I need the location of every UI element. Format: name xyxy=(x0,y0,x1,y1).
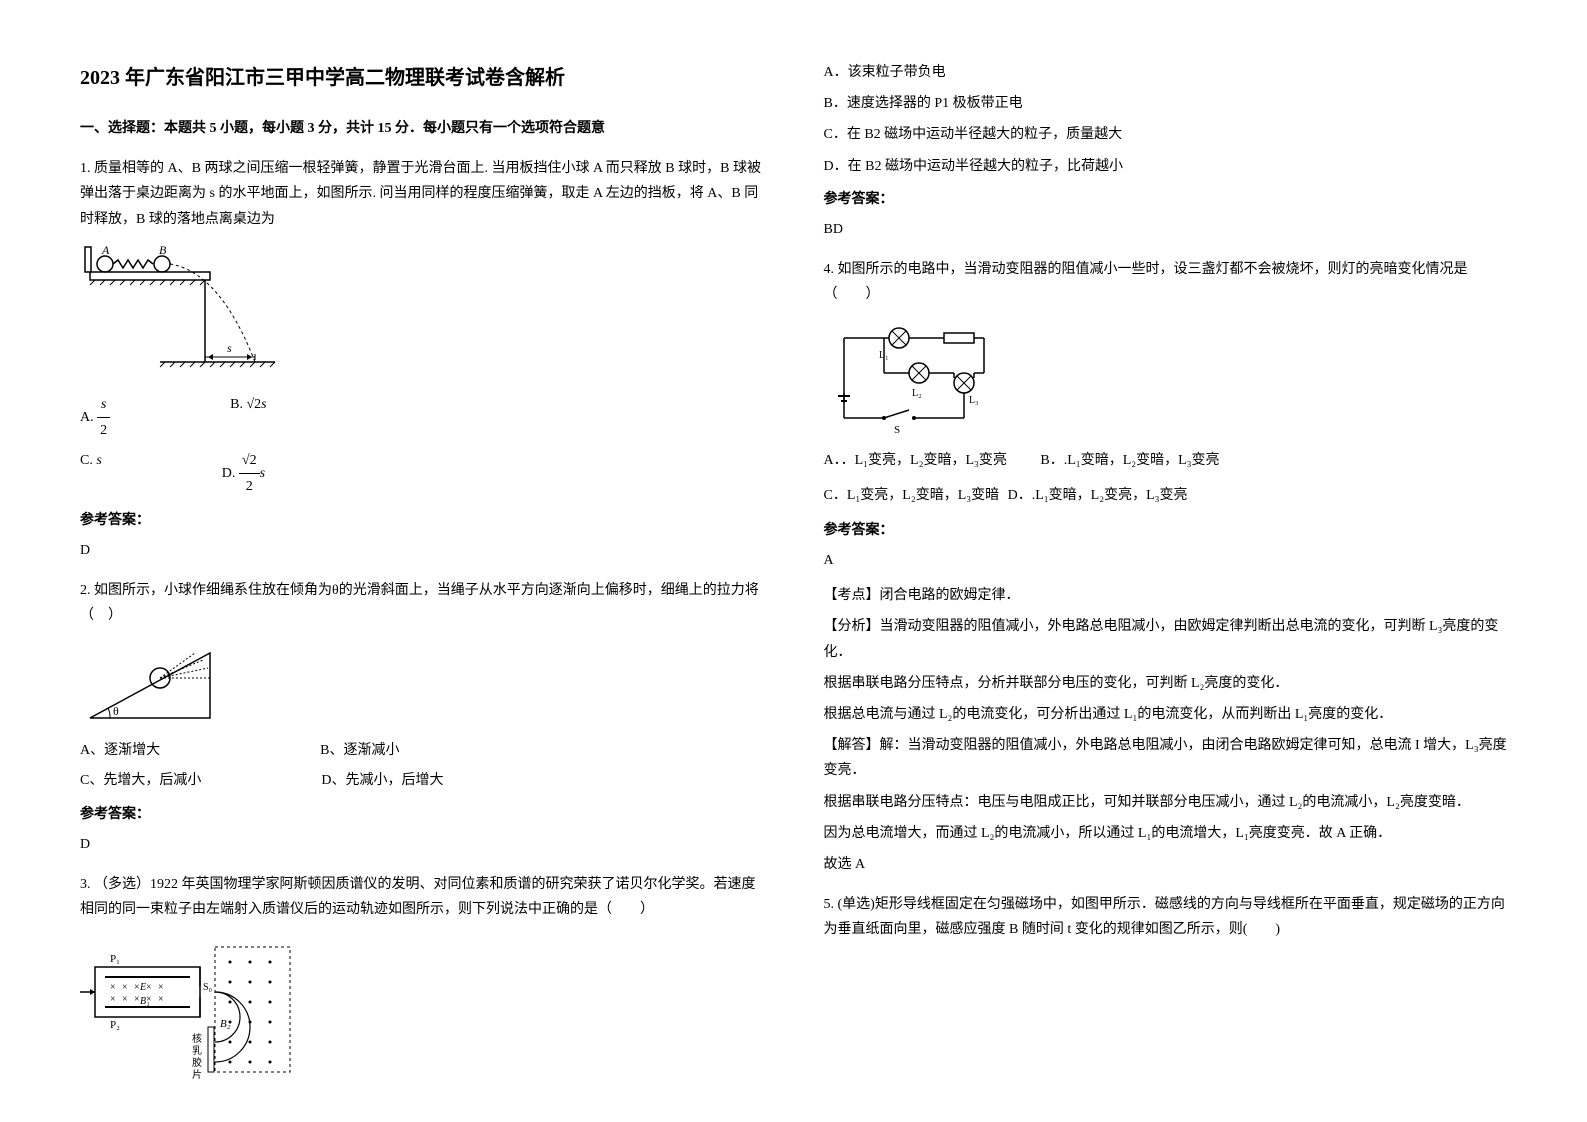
right-column: A．该束粒子带负电 B．速度选择器的 P1 极板带正电 C．在 B2 磁场中运动… xyxy=(824,60,1508,1062)
label-S0: S₀ xyxy=(203,982,213,993)
q2-answer: D xyxy=(80,832,764,857)
label-B1: B₁ xyxy=(140,996,150,1007)
svg-text:×: × xyxy=(110,994,116,1005)
q1-answer: D xyxy=(80,538,764,563)
q1-options-row1: A. s2 B. √2s xyxy=(80,392,764,443)
question-4: 4. 如图所示的电路中，当滑动变阻器的阻值减小一些时，设三盏灯都不会被烧坏，则灯… xyxy=(824,257,1508,877)
q4-fenxi2: 根据串联电路分压特点，分析并联部分电压的变化，可判断 L₂亮度的变化． xyxy=(824,671,1508,696)
q2-optD: D、先减小，后增大 xyxy=(321,768,443,793)
question-3-options: A．该束粒子带负电 B．速度选择器的 P1 极板带正电 C．在 B2 磁场中运动… xyxy=(824,60,1508,242)
q3-text: 3. （多选）1922 年英国物理学家阿斯顿因质谱仪的发明、对同位素和质谱的研究… xyxy=(80,872,764,922)
q3-optA: A．该束粒子带负电 xyxy=(824,60,1508,85)
question-3: 3. （多选）1922 年英国物理学家阿斯顿因质谱仪的发明、对同位素和质谱的研究… xyxy=(80,872,764,1082)
svg-text:×: × xyxy=(146,982,152,993)
q4-fenxi3: 根据总电流与通过 L₂的电流变化，可分析出通过 L₁的电流变化，从而判断出 L₁… xyxy=(824,702,1508,727)
svg-text:乳: 乳 xyxy=(192,1044,202,1057)
q4-optB: B．.L₁变暗，L₂变暗，L₃变亮 xyxy=(1040,453,1219,468)
label-A: A xyxy=(101,243,110,257)
q4-answer-label: 参考答案： xyxy=(824,518,1508,543)
label-B2: B₂ xyxy=(220,1018,231,1030)
left-column: 2023 年广东省阳江市三甲中学高二物理联考试卷含解析 一、选择题：本题共 5 … xyxy=(80,60,764,1062)
q3-optD: D．在 B2 磁场中运动半径越大的粒子，比荷越小 xyxy=(824,154,1508,179)
q2-options-row2: C、先增大，后减小 D、先减小，后增大 xyxy=(80,768,764,793)
q4-jieda2: 根据串联电路分压特点：电压与电阻成正比，可知并联部分电压减小，通过 L₂的电流减… xyxy=(824,790,1508,815)
q4-optD: D．.L₁变暗，L₂变亮，L₃变亮 xyxy=(1008,488,1188,503)
q4-answer: A xyxy=(824,548,1508,573)
q1-optB: B. √2s xyxy=(230,392,266,443)
q3-optC: C．在 B2 磁场中运动半径越大的粒子，质量越大 xyxy=(824,122,1508,147)
q1-diagram: A B xyxy=(80,242,764,382)
question-5: 5. (单选)矩形导线框固定在匀强磁场中，如图甲所示．磁感线的方向与导线框所在平… xyxy=(824,892,1508,942)
q1-optC: C. s xyxy=(80,448,102,499)
q4-optA: A．．L₁变亮，L₂变暗，L₃变亮 xyxy=(824,453,1007,468)
q4-kaodian: 【考点】闭合电路的欧姆定律． xyxy=(824,583,1508,608)
label-S: S xyxy=(894,424,900,436)
q4-diagram: L₁ L₃ L₂ xyxy=(824,318,1508,438)
q4-jieda1: 【解答】解：当滑动变阻器的阻值减小，外电路总电阻减小，由闭合电路欧姆定律可知，总… xyxy=(824,733,1508,783)
q1-optD: D. √22s xyxy=(222,448,265,499)
q2-answer-label: 参考答案： xyxy=(80,802,764,827)
question-1: 1. 质量相等的 A、B 两球之间压缩一根轻弹簧，静置于光滑台面上. 当用板挡住… xyxy=(80,156,764,563)
label-detector1: 核 xyxy=(192,1032,202,1045)
svg-text:×: × xyxy=(158,982,164,993)
q5-text: 5. (单选)矩形导线框固定在匀强磁场中，如图甲所示．磁感线的方向与导线框所在平… xyxy=(824,892,1508,942)
label-L2: L₂ xyxy=(912,388,922,399)
svg-text:×: × xyxy=(110,982,116,993)
svg-text:×: × xyxy=(158,994,164,1005)
label-theta: θ xyxy=(113,704,119,718)
q2-options-row1: A、逐渐增大 B、逐渐减小 xyxy=(80,738,764,763)
svg-text:片: 片 xyxy=(192,1068,202,1081)
label-P1: P₁ xyxy=(110,953,120,965)
q3-answer-label: 参考答案： xyxy=(824,187,1508,212)
svg-text:×: × xyxy=(134,994,140,1005)
q4-options-row2: C．L₁变亮，L₂变暗，L₃变暗 D．.L₁变暗，L₂变亮，L₃变亮 xyxy=(824,483,1508,508)
q4-text: 4. 如图所示的电路中，当滑动变阻器的阻值减小一些时，设三盏灯都不会被烧坏，则灯… xyxy=(824,257,1508,307)
q1-optA: A. s2 xyxy=(80,392,110,443)
label-B: B xyxy=(159,243,167,257)
svg-text:×: × xyxy=(122,982,128,993)
label-s: s xyxy=(227,341,232,355)
q1-options-row2: C. s D. √22s xyxy=(80,448,764,499)
q4-jieda4: 故选 A xyxy=(824,852,1508,877)
q4-optC: C．L₁变亮，L₂变暗，L₃变暗 xyxy=(824,488,1000,503)
q4-options-row1: A．．L₁变亮，L₂变暗，L₃变亮 B．.L₁变暗，L₂变暗，L₃变亮 xyxy=(824,448,1508,473)
q2-optB: B、逐渐减小 xyxy=(320,738,399,763)
svg-text:×: × xyxy=(134,982,140,993)
section-header: 一、选择题：本题共 5 小题，每小题 3 分，共计 15 分．每小题只有一个选项… xyxy=(80,116,764,141)
q4-jieda3: 因为总电流增大，而通过 L₂的电流减小，所以通过 L₁的电流增大，L₁亮度变亮．… xyxy=(824,821,1508,846)
label-L3: L₃ xyxy=(969,395,979,406)
q3-answer: BD xyxy=(824,217,1508,242)
label-E: E xyxy=(139,982,146,993)
q4-fenxi1: 【分析】当滑动变阻器的阻值减小，外电路总电阻减小，由欧姆定律判断出总电流的变化，… xyxy=(824,614,1508,664)
svg-text:×: × xyxy=(122,994,128,1005)
q2-optC: C、先增大，后减小 xyxy=(80,768,201,793)
svg-text:胶: 胶 xyxy=(192,1056,202,1069)
exam-title: 2023 年广东省阳江市三甲中学高二物理联考试卷含解析 xyxy=(80,60,764,96)
q2-diagram: θ xyxy=(80,638,764,728)
q2-optA: A、逐渐增大 xyxy=(80,738,160,763)
q2-text: 2. 如图所示，小球作细绳系住放在倾角为θ的光滑斜面上，当绳子从水平方向逐渐向上… xyxy=(80,578,764,628)
label-P2: P₂ xyxy=(110,1019,120,1031)
q1-text: 1. 质量相等的 A、B 两球之间压缩一根轻弹簧，静置于光滑台面上. 当用板挡住… xyxy=(80,156,764,232)
q3-optB: B．速度选择器的 P1 极板带正电 xyxy=(824,91,1508,116)
q1-answer-label: 参考答案： xyxy=(80,508,764,533)
question-2: 2. 如图所示，小球作细绳系住放在倾角为θ的光滑斜面上，当绳子从水平方向逐渐向上… xyxy=(80,578,764,857)
q3-diagram: P₁ P₂ ××××× ××××× E B₁ S₀ xyxy=(80,932,764,1082)
